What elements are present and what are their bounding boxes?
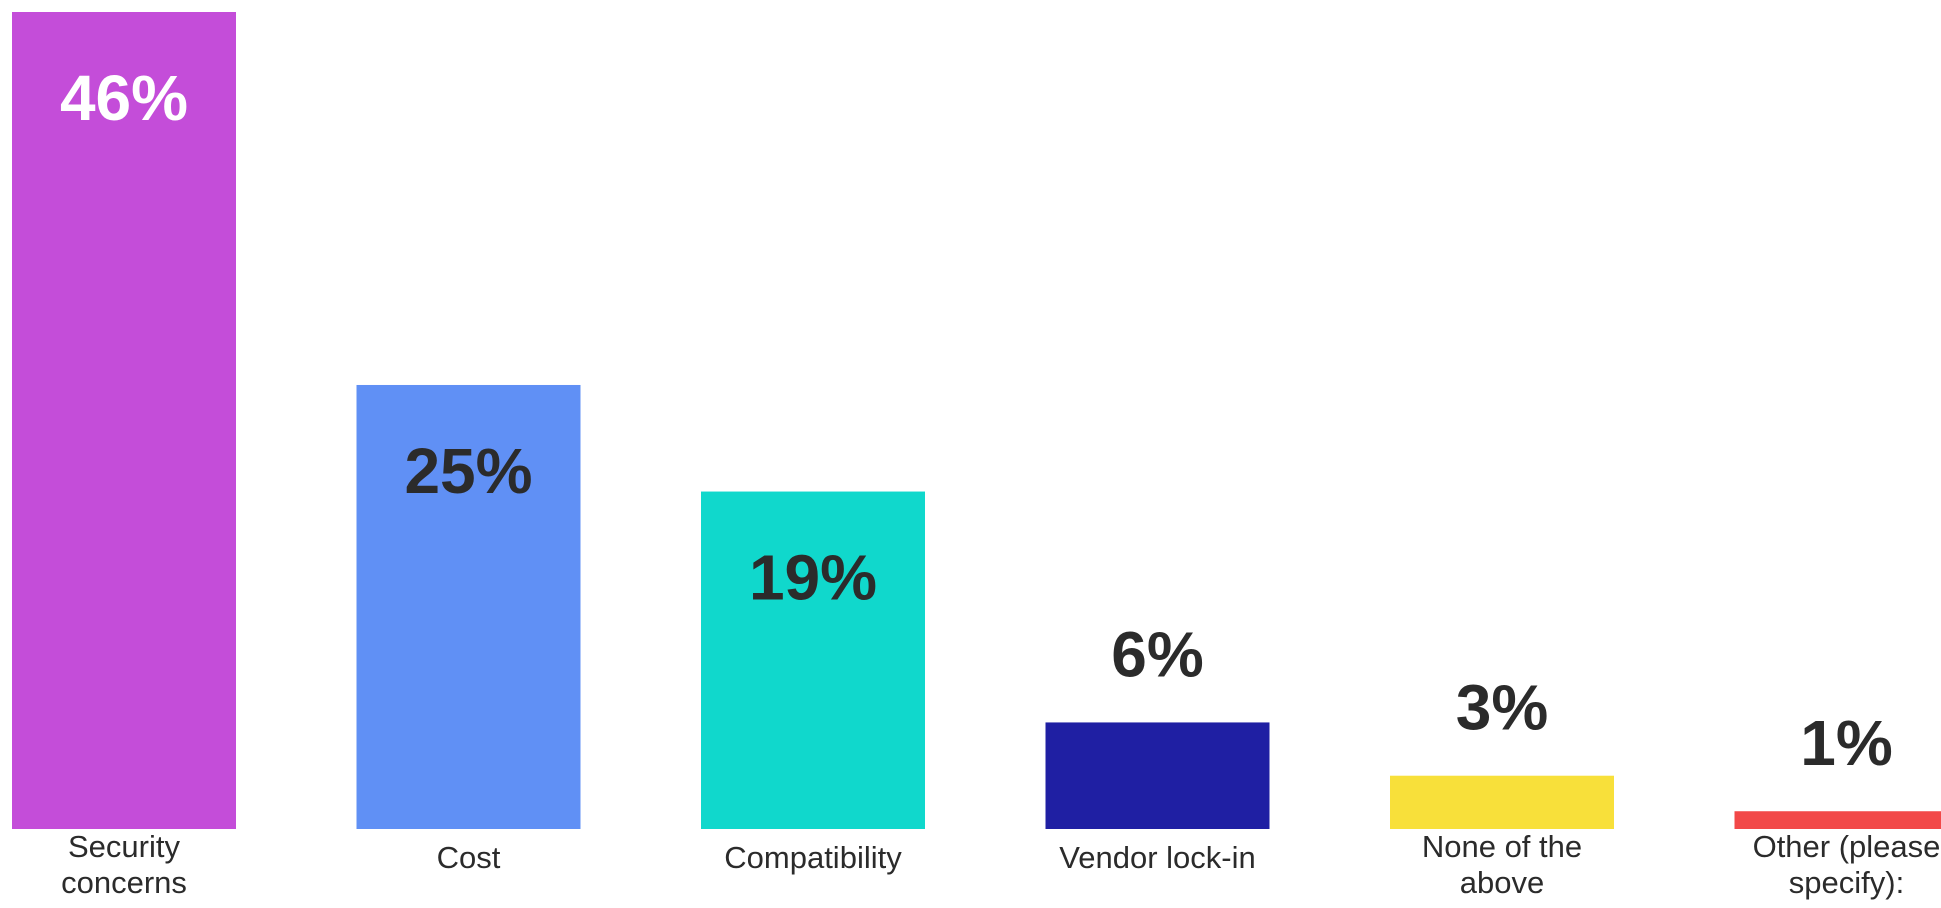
bar-value-label-1: 25%	[404, 435, 532, 507]
bar-4	[1390, 775, 1614, 829]
bar-value-label-4: 3%	[1456, 672, 1549, 744]
bar-0	[12, 12, 236, 829]
category-label-line: None of the	[1422, 829, 1582, 864]
bars-layer	[12, 12, 1941, 829]
bar-5	[1734, 811, 1941, 829]
category-label-line: Other (please	[1753, 829, 1941, 864]
category-label-line: above	[1460, 865, 1544, 900]
category-label-3: Vendor lock-in	[1059, 840, 1255, 875]
bar-value-label-0: 46%	[60, 62, 188, 134]
bar-value-label-3: 6%	[1111, 618, 1204, 690]
category-label-5: Other (please specify):	[1753, 829, 1941, 900]
category-label-line: Vendor lock-in	[1059, 840, 1255, 875]
category-label-line: concerns	[61, 865, 187, 900]
category-label-2: Compatibility	[724, 840, 902, 875]
category-label-1: Cost	[437, 840, 501, 875]
category-label-line: Security	[68, 829, 180, 864]
bar-3	[1045, 722, 1270, 829]
category-label-line: Compatibility	[724, 840, 902, 875]
bar-value-label-5: 1%	[1800, 707, 1893, 779]
bar-1	[356, 384, 581, 829]
bar-value-label-2: 19%	[749, 542, 877, 614]
labels-layer: 46% Security concerns 25% Cost 19% Compatibili…	[60, 62, 1940, 900]
category-label-line: specify):	[1789, 865, 1904, 900]
category-label-line: Cost	[437, 840, 501, 875]
category-label-4: None of the above	[1422, 829, 1582, 900]
category-label-0: Security concerns	[61, 829, 187, 900]
bar-2	[701, 491, 925, 829]
